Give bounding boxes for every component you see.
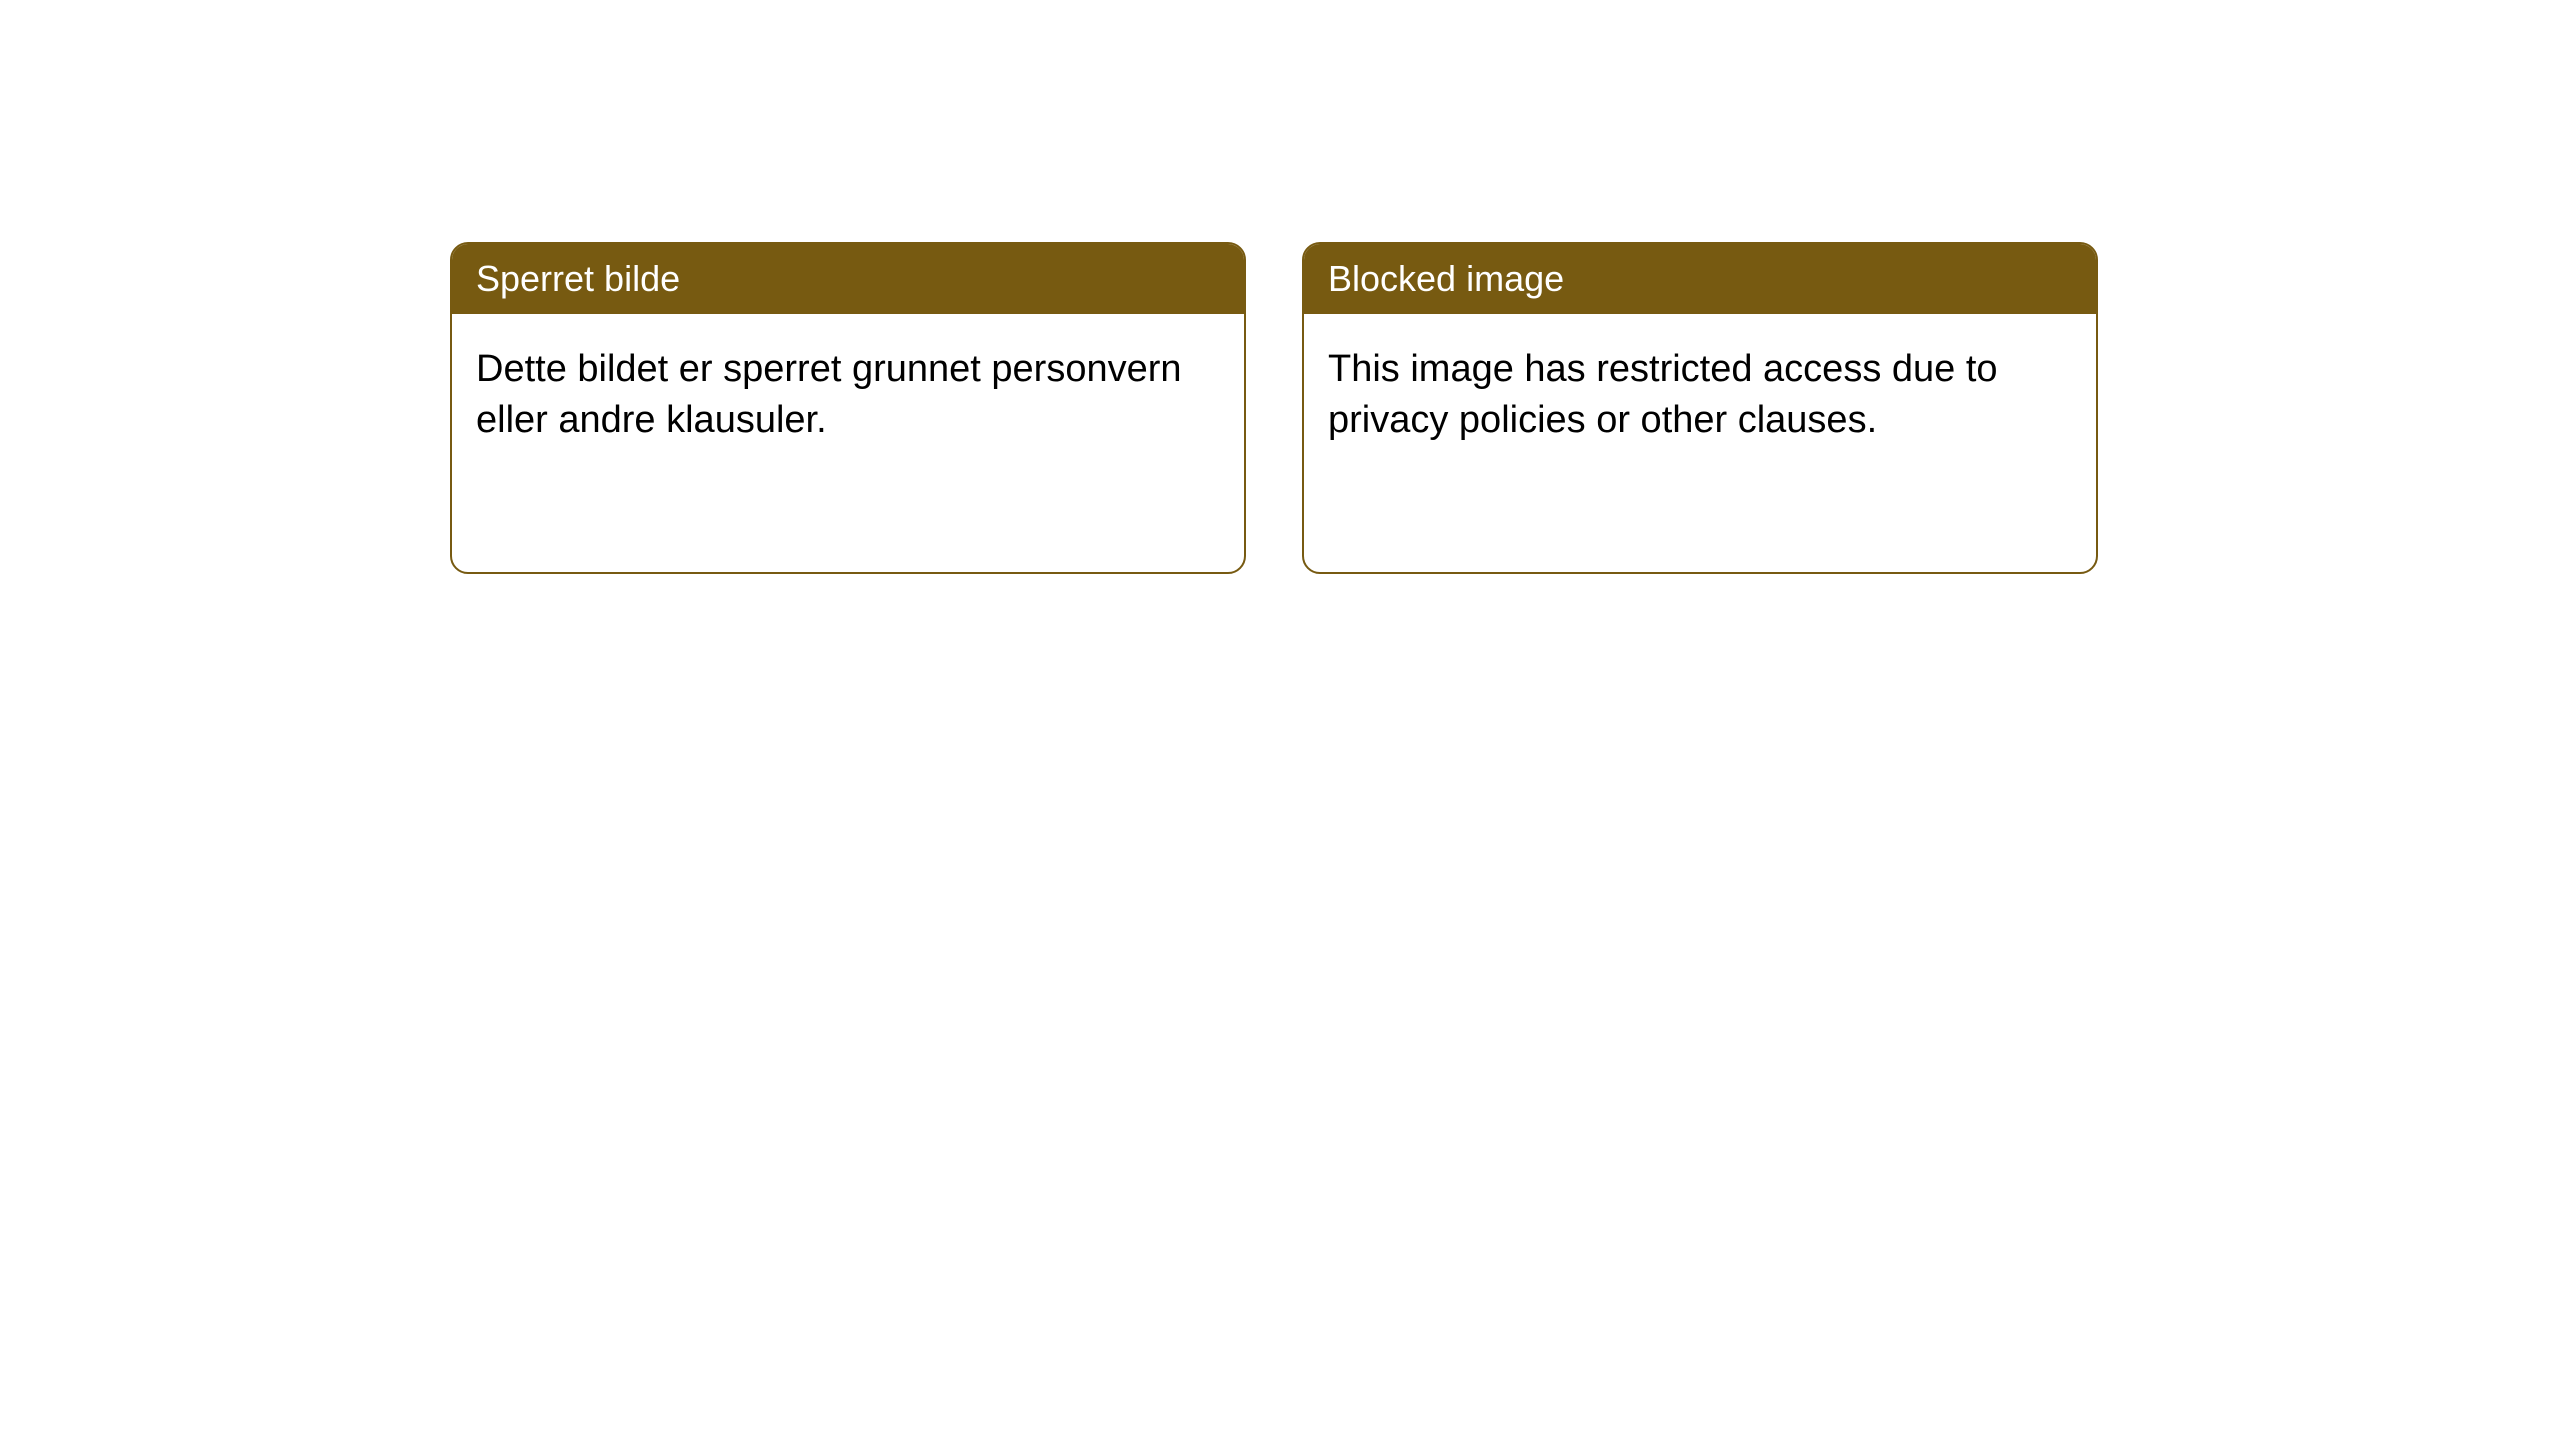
card-header: Sperret bilde xyxy=(452,244,1244,314)
card-title: Blocked image xyxy=(1328,258,1564,299)
card-header: Blocked image xyxy=(1304,244,2096,314)
card-body: This image has restricted access due to … xyxy=(1304,314,2096,477)
card-title: Sperret bilde xyxy=(476,258,680,299)
notice-card-english: Blocked image This image has restricted … xyxy=(1302,242,2098,574)
card-body-text: Dette bildet er sperret grunnet personve… xyxy=(476,348,1182,441)
notice-container: Sperret bilde Dette bildet er sperret gr… xyxy=(450,242,2098,574)
card-body-text: This image has restricted access due to … xyxy=(1328,348,1998,441)
notice-card-norwegian: Sperret bilde Dette bildet er sperret gr… xyxy=(450,242,1246,574)
card-body: Dette bildet er sperret grunnet personve… xyxy=(452,314,1244,477)
